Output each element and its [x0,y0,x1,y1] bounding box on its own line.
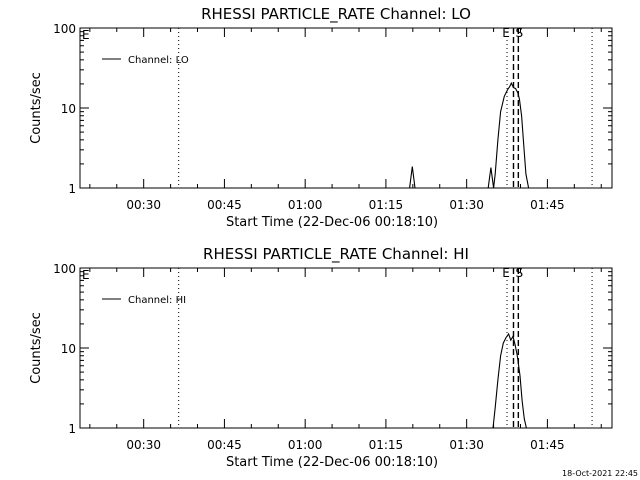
panel2-plot-frame [79,267,613,429]
panel1-y-tick-label: 10 [61,102,76,116]
panel1-corner-label: E [82,28,90,42]
panel1-y-tick-label: 100 [53,22,76,36]
panel1-y-tick-label: 1 [68,182,76,196]
panel1-chart-title: RHESSI PARTICLE_RATE Channel: LO [201,5,471,24]
panel2-marker-label-s: S [516,266,524,280]
panel2-x-tick-label: 00:30 [126,438,161,452]
panel1-y-axis-label: Counts/sec [29,72,44,144]
panel2-legend-label: Channel: HI [128,295,186,306]
footer-timestamp: 18-Oct-2021 22:45 [562,469,638,478]
panel2-y-axis-label: Counts/sec [29,312,44,384]
panel2-x-tick-label: 01:00 [288,438,323,452]
panel1-x-tick-label: 01:15 [369,198,404,212]
panel1-x-tick-label: 01:00 [288,198,323,212]
panel2-chart-title: RHESSI PARTICLE_RATE Channel: HI [203,245,469,264]
panel2-y-tick-label: 10 [61,342,76,356]
panel1-series-line [409,81,530,189]
panel2-y-tick-label: 1 [68,422,76,436]
panel2-x-tick-label: 01:45 [530,438,565,452]
panel1-x-axis-label: Start Time (22-Dec-06 00:18:10) [226,215,438,230]
panel2-x-axis-label: Start Time (22-Dec-06 00:18:10) [226,455,438,470]
panel1-marker-label-e: E [502,26,510,40]
panel2-y-tick-label: 100 [53,262,76,276]
panel1-x-tick-label: 00:45 [207,198,242,212]
panel1-x-tick-label: 01:30 [449,198,484,212]
panel2-x-tick-label: 00:45 [207,438,242,452]
panel2-x-tick-label: 01:30 [449,438,484,452]
panel1-x-tick-label: 01:45 [530,198,565,212]
panel1-plot-frame [79,27,613,189]
panel1-x-tick-label: 00:30 [126,198,161,212]
panel2-series-line [492,332,527,429]
panel2-corner-label: E [82,268,90,282]
panel1-marker-label-s: S [516,26,524,40]
panel2-x-tick-label: 01:15 [369,438,404,452]
panel2-marker-label-e: E [502,266,510,280]
panel1-legend-label: Channel: LO [128,55,189,66]
